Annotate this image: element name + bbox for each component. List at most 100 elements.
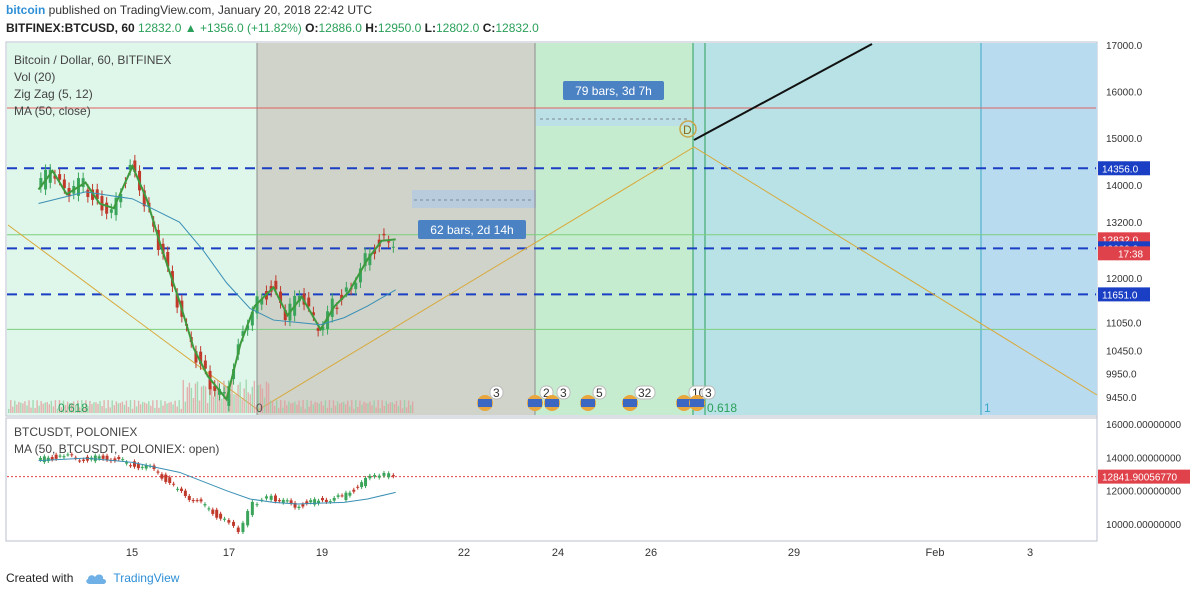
measure-box <box>536 108 692 126</box>
time-tick-label: 15 <box>126 547 138 559</box>
candle-body <box>93 455 97 462</box>
volume-bar <box>190 387 193 413</box>
candle-body <box>283 309 287 321</box>
event-count-label: 32 <box>638 386 652 400</box>
volume-bar <box>42 403 44 413</box>
candle-body <box>297 506 301 509</box>
volume-bar <box>8 409 10 413</box>
volume-bar <box>326 407 329 413</box>
volume-bar <box>46 402 48 413</box>
volume-bar <box>391 402 394 413</box>
volume-bar <box>144 402 146 413</box>
candle-body <box>250 501 254 516</box>
price-tag-label: 12841.90056770 <box>1102 473 1178 484</box>
candle-body <box>236 527 240 532</box>
open-label: O: <box>305 21 319 35</box>
volume-bar <box>314 401 316 413</box>
price-tag-label: 11651.0 <box>1102 290 1138 301</box>
volume-bar <box>54 400 57 413</box>
candle-body <box>348 492 352 496</box>
volume-bar <box>318 403 320 413</box>
volume-bar <box>239 382 241 413</box>
main-pane-legend-item: Zig Zag (5, 12) <box>14 87 93 101</box>
time-tick-label: 29 <box>788 547 800 559</box>
volume-bar <box>180 408 182 413</box>
volume-bar <box>30 407 32 413</box>
volume-bar <box>312 404 314 413</box>
candle-body <box>344 492 348 500</box>
volume-bar <box>200 386 203 413</box>
publisher-name[interactable]: bitcoin <box>6 3 46 17</box>
volume-bar <box>286 405 288 413</box>
volume-bar <box>24 401 26 413</box>
candle-body <box>183 490 187 496</box>
volume-bar <box>87 406 89 413</box>
high-label: H: <box>365 21 378 35</box>
close-label: C: <box>482 21 496 35</box>
candle-body <box>140 466 144 468</box>
price-tick-label: 10450.0 <box>1106 346 1143 357</box>
zone-bg <box>981 43 1097 415</box>
volume-bar <box>206 403 209 413</box>
volume-bar <box>363 401 365 413</box>
candle-body <box>344 287 348 292</box>
symbol-ohlc-header: BITFINEX:BTCUSD, 60 12832.0 ▲ +1356.0 (+… <box>6 21 539 35</box>
price-tick-label: 16000.0 <box>1106 88 1143 99</box>
volume-bar <box>336 401 339 413</box>
volume-bar <box>257 385 260 413</box>
volume-bar <box>395 400 398 413</box>
candle-body <box>340 294 344 300</box>
candle-body <box>46 457 50 462</box>
volume-bar <box>369 401 371 413</box>
candle-body <box>101 455 105 459</box>
candle-body <box>368 253 372 266</box>
volume-bar <box>150 405 152 413</box>
candle-body <box>332 497 336 501</box>
volume-bar <box>60 407 63 413</box>
candle-body <box>74 457 78 459</box>
volume-bar <box>217 380 219 413</box>
tradingview-brand-link[interactable]: TradingView <box>79 571 179 585</box>
price-tick-label: 14000.00000000 <box>1106 453 1182 464</box>
volume-bar <box>320 401 323 413</box>
volume-bar <box>361 404 363 413</box>
candle-body <box>293 502 297 508</box>
candle-body <box>117 456 121 460</box>
volume-bar <box>162 405 164 413</box>
candle-body <box>360 482 364 488</box>
volume-bar <box>44 402 46 413</box>
price-tick-label: 10000.00000000 <box>1106 520 1182 531</box>
candle-body <box>269 495 273 500</box>
candle-body <box>309 500 313 503</box>
volume-bar <box>174 400 176 413</box>
volume-bar <box>66 401 69 413</box>
candle-body <box>160 474 164 479</box>
candle-body <box>241 522 245 533</box>
candle-body <box>289 500 293 504</box>
volume-bar <box>247 392 249 413</box>
time-tick-label: Feb <box>926 547 945 559</box>
low-label: L: <box>424 21 436 35</box>
candle-body <box>336 495 340 497</box>
candle-body <box>168 477 172 483</box>
change-value: 12832.0 ▲ +1356.0 (+11.82%) <box>138 21 302 35</box>
volume-bar <box>282 407 284 413</box>
volume-bar <box>304 408 306 413</box>
volume-bar <box>18 401 20 413</box>
candle-body <box>191 499 195 502</box>
volume-bar <box>99 400 101 413</box>
volume-bar <box>123 404 126 413</box>
volume-bar <box>20 402 22 413</box>
volume-bar <box>148 401 150 413</box>
volume-bar <box>359 400 361 413</box>
candle-body <box>176 488 180 490</box>
volume-bar <box>300 406 302 413</box>
event-count-label: 5 <box>596 386 603 400</box>
price-tick-label: 12000.0 <box>1106 274 1143 285</box>
volume-bar <box>273 405 276 413</box>
candle-body <box>317 500 321 504</box>
volume-bar <box>184 401 187 413</box>
candle-body <box>363 253 367 266</box>
volume-bar <box>371 405 373 413</box>
